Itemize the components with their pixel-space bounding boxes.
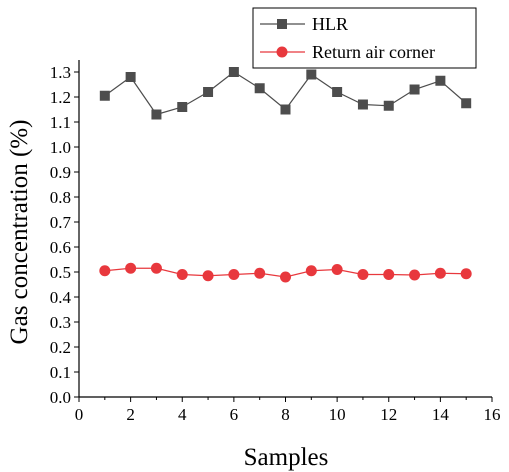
data-point	[228, 67, 239, 77]
y-tick-label: 1.2	[50, 88, 71, 107]
series-0	[99, 67, 472, 120]
x-tick-label: 0	[75, 405, 84, 424]
data-point	[151, 109, 162, 120]
data-point	[125, 262, 137, 274]
data-point	[357, 99, 368, 110]
x-axis-title: Samples	[244, 444, 329, 471]
x-tick-label: 4	[178, 405, 187, 424]
data-point	[99, 90, 110, 101]
data-point	[383, 269, 395, 280]
x-axis-ticks: 0 2 4 6 8 10 12 14 16	[75, 397, 501, 424]
data-point	[435, 75, 446, 86]
x-tick-label: 6	[230, 405, 239, 424]
y-tick-label: 0.7	[50, 213, 72, 232]
data-point	[280, 104, 291, 115]
data-point	[150, 262, 162, 274]
series-layer	[99, 67, 472, 283]
data-point	[332, 87, 343, 97]
legend-item-0: HLR	[260, 14, 348, 34]
legend-marker	[277, 19, 287, 29]
legend-marker	[276, 46, 288, 58]
data-point	[306, 69, 317, 80]
legend-item-1: Return air corner	[260, 42, 435, 62]
y-tick-label: 0.9	[50, 163, 71, 182]
legend-label: Return air corner	[312, 42, 435, 62]
y-tick-label: 0.0	[50, 388, 71, 407]
y-tick-label: 1.1	[50, 113, 71, 132]
y-tick-label: 0.3	[50, 313, 71, 332]
y-tick-label: 1.0	[50, 138, 71, 157]
y-tick-label: 0.6	[50, 238, 71, 257]
data-point	[434, 267, 446, 279]
legend: HLR Return air corner	[252, 7, 477, 69]
x-tick-label: 12	[380, 405, 397, 424]
y-axis-title: Gas concentration (%)	[6, 120, 33, 345]
data-point	[254, 267, 266, 279]
data-point	[254, 83, 265, 94]
x-tick-label: 16	[484, 405, 501, 424]
data-point	[461, 98, 472, 109]
y-tick-label: 1.3	[50, 63, 71, 82]
legend-box	[252, 7, 477, 69]
y-tick-label: 0.1	[50, 363, 71, 382]
data-point	[176, 269, 188, 280]
x-tick-label: 14	[432, 405, 450, 424]
data-point	[409, 269, 421, 281]
y-axis-ticks: 0.0 0.1 0.2 0.3 0.4 0.5 0.6 0.7 0.8 0.9 1.0 1.1 1.2 1…	[50, 63, 79, 407]
series-1	[99, 262, 472, 283]
x-tick-label: 10	[329, 405, 346, 424]
data-point	[305, 265, 317, 277]
data-point	[331, 264, 343, 275]
data-point	[99, 265, 111, 277]
data-point	[203, 87, 214, 97]
data-point	[409, 84, 420, 95]
data-point	[383, 100, 394, 111]
x-tick-label: 8	[281, 405, 290, 424]
data-point	[460, 268, 472, 280]
data-point	[228, 269, 240, 280]
data-point	[177, 102, 188, 112]
y-tick-label: 0.4	[50, 288, 72, 307]
data-point	[357, 269, 369, 280]
y-tick-label: 0.8	[50, 188, 71, 207]
y-tick-label: 0.2	[50, 338, 71, 357]
data-point	[202, 270, 214, 282]
data-point	[280, 271, 291, 283]
legend-label: HLR	[312, 14, 348, 34]
y-tick-label: 0.5	[50, 263, 71, 282]
data-point	[125, 72, 136, 82]
x-tick-label: 2	[126, 405, 135, 424]
